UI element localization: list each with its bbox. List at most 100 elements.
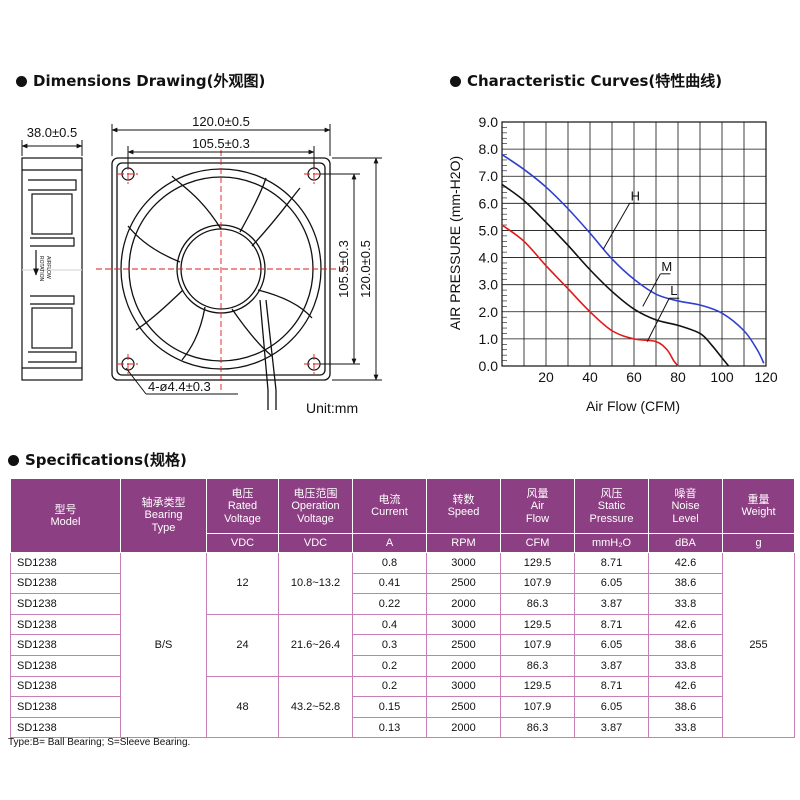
x-tick-label: 120 [754,369,778,385]
column-header-en: Flow [525,512,550,525]
cell-noise-level: 38.6 [648,696,723,718]
cell-air-flow: 129.5 [500,675,575,698]
unit-label: Unit:mm [306,400,358,416]
cell-model: SD1238 [10,696,121,718]
holes-dimension: 4-ø4.4±0.3 [148,379,211,394]
cell-noise-level: 33.8 [648,716,723,739]
hole-spacing-h-dimension: 105.5±0.3 [192,136,250,151]
footnote: Type:B= Ball Bearing; S=Sleeve Bearing. [8,737,191,748]
cell-model: SD1238 [10,675,121,698]
cell-air-flow: 107.9 [500,634,575,656]
cell-static-pressure: 6.05 [574,572,649,595]
table-row: SD1238 0.2 2000 86.3 3.87 33.8 [10,654,795,677]
cell-current: 0.13 [352,716,427,739]
cell-speed: 2500 [426,634,501,656]
bullet-icon [16,76,27,87]
y-tick-label: 4.0 [479,250,499,266]
column-header-cn: 重量 [747,493,770,506]
cell-speed: 2000 [426,716,501,739]
cell-current: 0.41 [352,572,427,595]
column-header: 重量 Weight [722,478,795,534]
column-unit: mmH₂O [574,533,649,553]
series-label-m: M [661,259,672,274]
bullet-icon [8,455,19,466]
column-header-cn: 电压 [231,486,254,500]
column-unit: g [722,533,795,553]
cell-noise-level: 42.6 [648,552,723,574]
cell-current: 0.2 [352,654,427,677]
cell-static-pressure: 3.87 [574,716,649,739]
cell-static-pressure: 3.87 [574,593,649,615]
cell-static-pressure: 3.87 [574,654,649,677]
series-leader-l [646,297,670,342]
column-header: 转数 Speed [426,478,501,534]
table-row: SD1238 0.3 2500 107.9 6.05 38.6 [10,634,795,656]
cell-noise-level: 42.6 [648,675,723,698]
column-unit: A [352,533,427,553]
column-header-en: Operation [291,499,340,512]
specs-title: Specifications(规格) [8,449,187,470]
column-unit: CFM [500,533,575,553]
x-tick-label: 20 [538,369,554,385]
table-row: SD1238 0.22 2000 86.3 3.87 33.8 [10,593,795,615]
cell-model: SD1238 [10,716,121,739]
cell-model: SD1238 [10,613,121,636]
column-header-cn: 噪音 [674,486,697,500]
outer-height-dimension: 120.0±0.5 [358,240,373,298]
cell-current: 0.4 [352,613,427,636]
side-label-rotation: ROTATION [38,256,44,281]
y-tick-label: 7.0 [479,168,499,184]
cell-air-flow: 129.5 [500,613,575,636]
series-label-l: L [670,283,677,298]
cell-current: 0.15 [352,696,427,718]
dimensions-drawing: AIRFLOW ROTATION 38.0±0.5 [21,114,382,416]
column-unit: VDC [206,533,279,553]
hole-spacing-v-dimension: 105.5±0.3 [336,240,351,298]
dimensions-title: Dimensions Drawing(外观图) [16,70,265,91]
depth-dimension: 38.0±0.5 [27,125,78,140]
x-axis-label: Air Flow (CFM) [586,398,680,414]
outer-width-dimension: 120.0±0.5 [192,114,250,129]
series-line-m [501,183,730,367]
chart-series [501,153,765,367]
cell-model: SD1238 [10,654,121,677]
column-header-en: Rated [227,499,258,512]
cell-speed: 3000 [426,613,501,636]
cell-rated-voltage: 24 [206,613,279,677]
column-header-en: Static [597,499,626,512]
column-header-en: Weight [741,506,776,518]
cell-model: SD1238 [10,593,121,615]
x-tick-label: 60 [626,369,642,385]
column-header-cn: 电流 [378,493,401,506]
cell-air-flow: 86.3 [500,593,575,615]
table-row: SD1238 24 21.6~26.4 0.4 3000 129.5 8.71 42.6 [10,613,795,677]
cell-bearing: B/S [120,551,207,739]
column-header-cn: 风量 [526,486,549,500]
column-header: 电压 Rated Voltage [206,478,279,534]
cell-model: SD1238 [10,572,121,595]
table-header-row: 型号 Model 轴承类型 Bearing Type 电压 Rated Voltage 电压范围… [10,478,795,553]
y-tick-labels: 0.0 1.0 2.0 3.0 4.0 5.0 6.0 7.0 8.0 9.0 [479,114,499,374]
table-row: SD1238 B/S 12 10.8~13.2 0.8 3000 129.5 8.71 42.6… [10,551,795,739]
y-tick-label: 8.0 [479,141,499,157]
column-header-en: Type [151,522,176,534]
column-header-en: Noise [671,499,700,512]
specifications-table: 型号 Model 轴承类型 Bearing Type 电压 Rated Voltage 电压范围… [10,478,795,739]
column-header: 轴承类型 Bearing Type [120,478,207,553]
cell-noise-level: 33.8 [648,593,723,615]
y-tick-label: 5.0 [479,222,499,238]
column-header: 风压 Static Pressure [574,478,649,534]
cell-noise-level: 33.8 [648,654,723,677]
series-leader-m [642,273,661,307]
cell-operation-voltage: 10.8~13.2 [278,552,353,615]
cell-speed: 2000 [426,654,501,677]
side-label-airflow: AIRFLOW [45,256,51,279]
column-header: 噪音 Noise Level [648,478,723,534]
cell-static-pressure: 8.71 [574,552,649,574]
y-tick-label: 2.0 [479,304,499,320]
cell-speed: 3000 [426,552,501,574]
cell-rated-voltage: 12 [206,552,279,615]
y-tick-label: 9.0 [479,114,499,130]
characteristic-curves-chart: 0.0 1.0 2.0 3.0 4.0 5.0 6.0 7.0 8.0 9.0 20 40 60 80 1… [447,114,778,414]
table-body: SD1238 B/S 12 10.8~13.2 0.8 3000 129.5 8.71 42.6… [10,551,795,739]
